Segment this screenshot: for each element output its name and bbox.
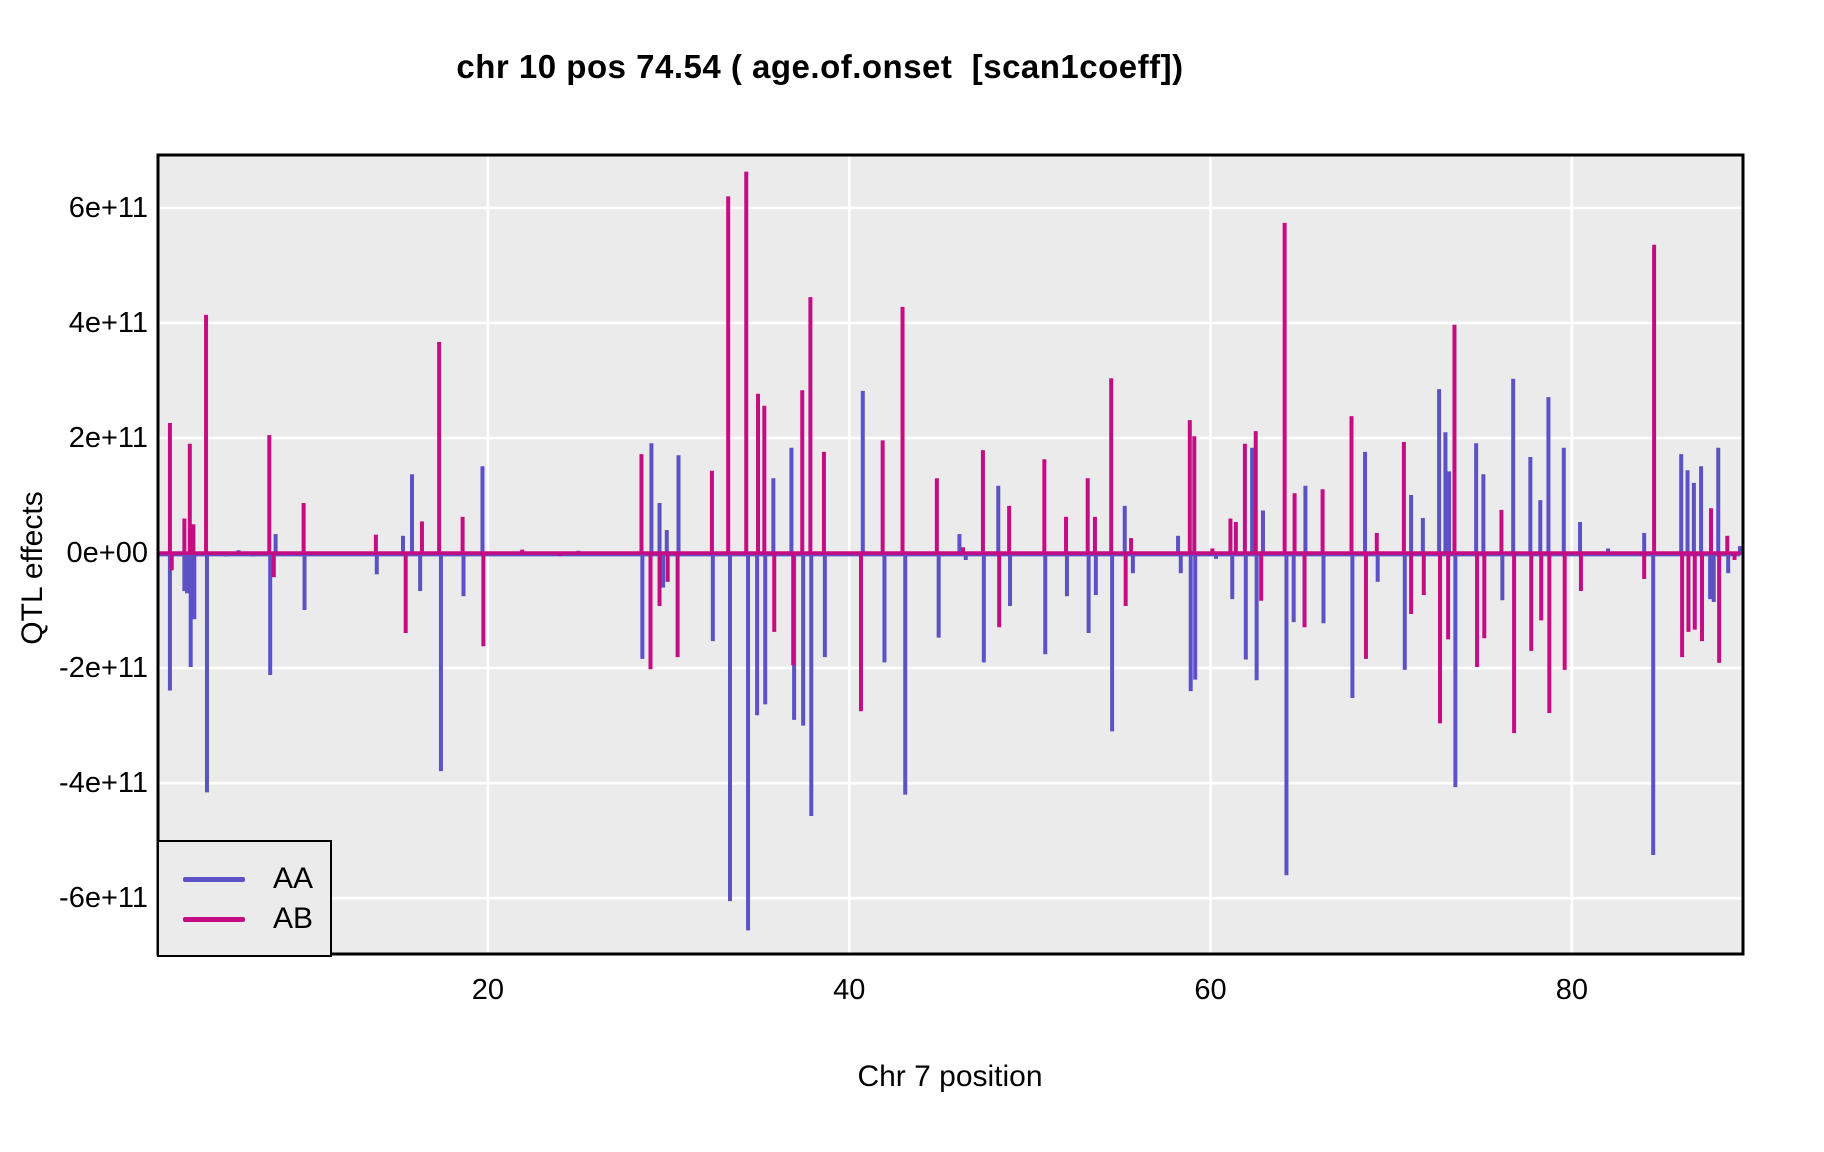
y-tick-label: -4e+11 [59, 767, 148, 800]
ab-line-swatch [183, 916, 245, 922]
x-tick-label: 40 [833, 974, 866, 1006]
y-tick-label: 6e+11 [68, 191, 148, 224]
y-tick-label: 0e+00 [66, 537, 148, 570]
panel-border [156, 153, 1745, 956]
legend: AA AB [157, 840, 332, 957]
x-axis-title: Chr 7 position [857, 1060, 1043, 1093]
y-tick-label: -2e+11 [59, 652, 148, 685]
legend-item-ab: AB [159, 899, 330, 939]
legend-label-aa: AA [273, 862, 314, 895]
x-tick-label: 20 [471, 974, 505, 1006]
y-tick-label: 2e+11 [68, 422, 148, 454]
x-tick-label: 60 [1194, 974, 1227, 1006]
chart-title: chr 10 pos 74.54 ( age.of.onset [scan1co… [456, 48, 1184, 85]
y-tick-label: 4e+11 [68, 306, 148, 339]
legend-item-aa: AA [159, 859, 330, 899]
legend-label-ab: AB [273, 902, 314, 935]
x-tick-label: 80 [1555, 974, 1589, 1006]
y-axis-title: QTL effects [16, 491, 49, 645]
aa-line-swatch [183, 876, 245, 882]
y-tick-label: -6e+11 [59, 882, 148, 915]
